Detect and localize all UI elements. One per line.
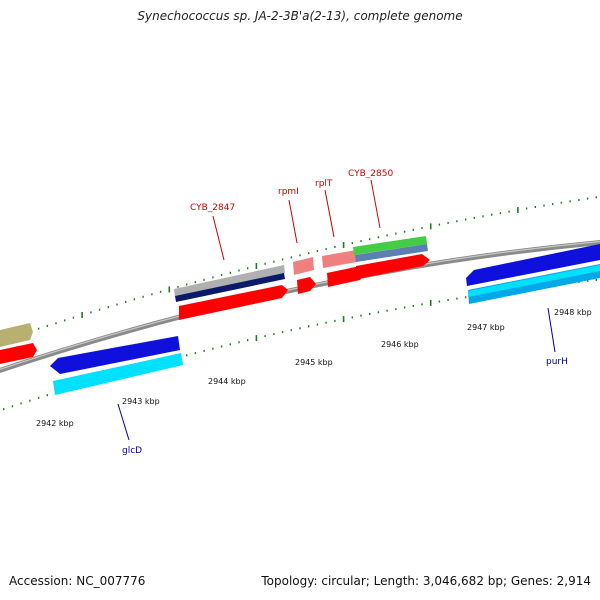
gene-label-purh[interactable]: purH	[546, 357, 568, 367]
reverse-gene-glcd[interactable]	[50, 336, 180, 374]
blue-feature[interactable]	[355, 244, 428, 262]
forward-gene-cyb2850[interactable]	[356, 254, 430, 279]
kbp-label: 2948 kbp	[554, 308, 592, 317]
dark-feature[interactable]	[175, 273, 285, 302]
green-feature[interactable]	[353, 236, 427, 255]
forward-gene-cyb2847[interactable]	[179, 285, 288, 320]
forward-gene-rplt-light[interactable]	[322, 250, 357, 268]
label-line-cyb2847	[212, 215, 225, 261]
kbp-label: 2942 kbp	[36, 419, 74, 428]
gene-label-cyb2850[interactable]: CYB_2850	[348, 169, 393, 179]
forward-gene[interactable]	[0, 343, 37, 364]
inner-tick-track	[3, 278, 597, 411]
gene-label-glcd[interactable]: glcD	[122, 446, 142, 456]
rna-feature[interactable]	[174, 265, 285, 297]
label-line-glcd	[117, 403, 130, 441]
kbp-label: 2945 kbp	[295, 358, 333, 367]
reverse-gene-purh[interactable]	[466, 244, 600, 286]
kbp-label: 2947 kbp	[467, 323, 505, 332]
gene-label-rplt[interactable]: rplT	[315, 179, 333, 189]
kbp-label: 2944 kbp	[208, 377, 246, 386]
label-line-cyb2850	[370, 179, 381, 229]
olive-feature[interactable]	[0, 323, 33, 347]
map-title: Synechococcus sp. JA-2-3B'a(2-13), compl…	[137, 9, 463, 23]
label-line-rplt	[324, 189, 335, 238]
kbp-label: 2946 kbp	[381, 340, 419, 349]
label-line-purh	[547, 307, 556, 353]
forward-gene-rpmi[interactable]	[297, 277, 316, 294]
reverse-gene-purh-light-top[interactable]	[468, 265, 600, 297]
forward-gene-rplt[interactable]	[327, 266, 366, 287]
kbp-label: 2943 kbp	[122, 397, 160, 406]
forward-gene-rpmi-light[interactable]	[293, 257, 314, 275]
reverse-gene-glcd-light[interactable]	[53, 353, 183, 395]
genome-summary-text: Topology: circular; Length: 3,046,682 bp…	[261, 574, 591, 588]
gene-label-cyb2847[interactable]: CYB_2847	[190, 203, 235, 213]
label-line-rpmi	[288, 199, 298, 244]
accession-text: Accession: NC_007776	[9, 574, 146, 588]
gene-label-rpmi[interactable]: rpmI	[278, 187, 299, 197]
